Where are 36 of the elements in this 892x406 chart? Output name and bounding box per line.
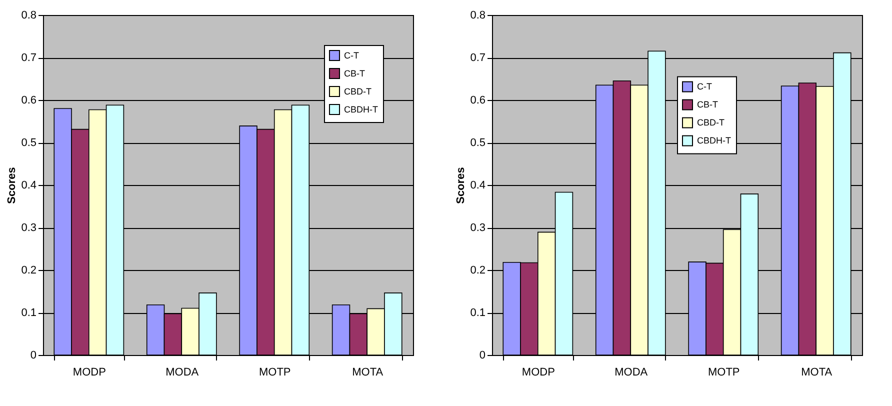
- y-tick-label: 0: [479, 350, 486, 362]
- y-tick-label: 0.5: [21, 137, 36, 149]
- x-tick-label: MODP: [72, 366, 106, 378]
- y-tick-label: 0: [30, 350, 36, 362]
- x-tick-label: MODA: [166, 366, 200, 378]
- y-tick-label: 0.3: [21, 222, 36, 234]
- y-axis-title: Scores: [455, 167, 468, 204]
- y-tick-label: 0.5: [470, 137, 486, 149]
- x-tick-label: MOTP: [258, 366, 291, 378]
- y-tick-label: 0.4: [21, 180, 36, 192]
- legend-label: CBD-T: [697, 118, 725, 128]
- y-tick-label: 0.1: [21, 307, 36, 319]
- legend-label: C-T: [697, 82, 712, 92]
- y-tick-label: 0.7: [470, 52, 486, 64]
- y-tick-label: 0.8: [21, 10, 36, 22]
- legend-label: CBDH-T: [697, 136, 732, 146]
- y-tick-label: 0.2: [21, 264, 36, 276]
- x-tick-label: MOTA: [801, 366, 833, 378]
- y-tick-label: 0.1: [470, 307, 486, 319]
- y-tick-label: 0.8: [470, 10, 486, 22]
- legend-label: CB-T: [697, 100, 718, 110]
- y-tick-label: 0.6: [470, 94, 486, 106]
- y-tick-label: 0.6: [21, 94, 36, 106]
- y-tick-label: 0.3: [470, 222, 486, 234]
- y-axis-title: Scores: [6, 167, 18, 204]
- legend-label: CBD-T: [344, 86, 372, 96]
- x-tick-label: MODA: [614, 366, 648, 378]
- legend-label: C-T: [344, 50, 360, 60]
- x-tick-label: MODP: [522, 366, 555, 378]
- y-tick-label: 0.4: [470, 180, 486, 192]
- y-tick-label: 0.2: [470, 264, 486, 276]
- legend-label: CB-T: [344, 68, 366, 78]
- legend-label: CBDH-T: [344, 104, 378, 114]
- x-tick-label: MOTP: [708, 366, 740, 378]
- y-tick-label: 0.7: [21, 52, 36, 64]
- x-tick-label: MOTA: [352, 366, 384, 378]
